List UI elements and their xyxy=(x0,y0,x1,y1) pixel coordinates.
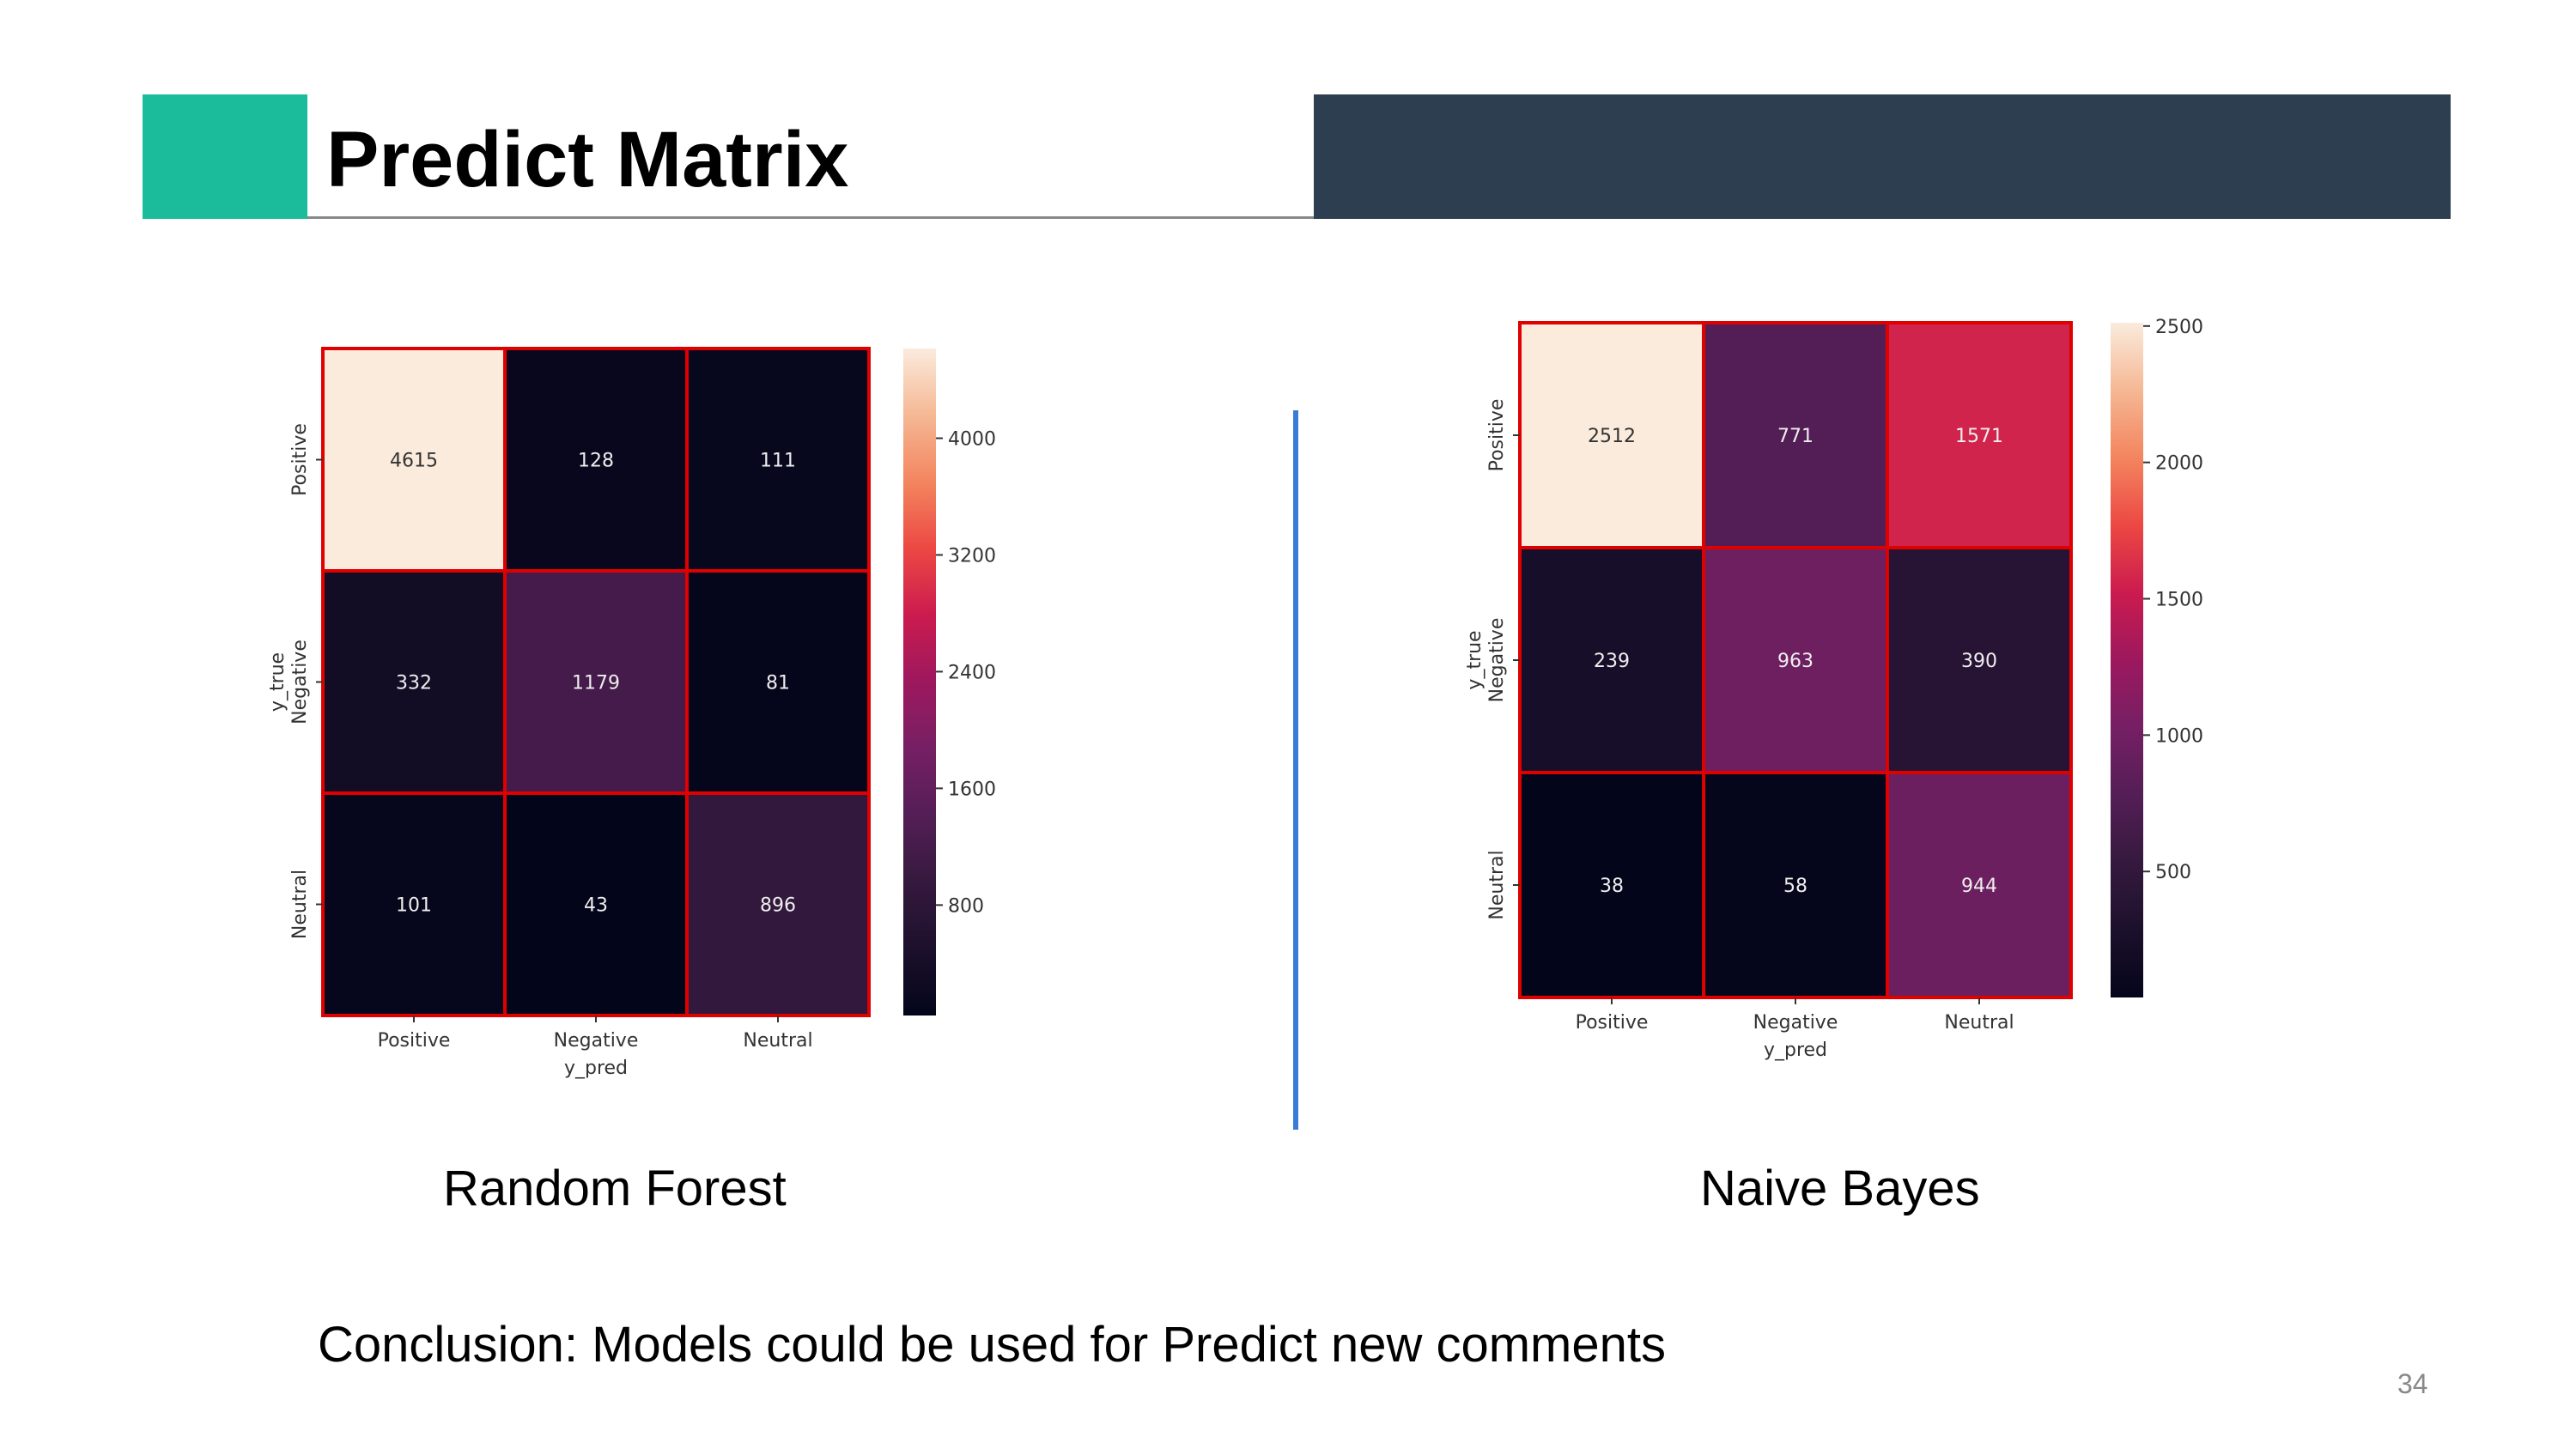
cell-value-label: 81 xyxy=(766,673,790,694)
heatmap-cell xyxy=(1886,321,2073,549)
x-tick-label: Positive xyxy=(1576,1012,1649,1034)
colorbar-tick-label: 3200 xyxy=(948,545,996,567)
colorbar-tick-label: 500 xyxy=(2155,862,2191,883)
y-axis-label: y_true xyxy=(1464,630,1485,689)
cell-value-label: 771 xyxy=(1777,426,1814,447)
cell-value-label: 1179 xyxy=(572,673,620,694)
naive-bayes-heatmap: 2512 771 1571 239 963 390 38 58 944 Positive Negat… xyxy=(1464,317,2203,1061)
heatmap-cell xyxy=(503,347,689,573)
caption-naive-bayes: Naive Bayes xyxy=(1700,1161,1980,1216)
y-tick-label: Neutral xyxy=(289,870,311,939)
caption-random-forest: Random Forest xyxy=(443,1161,787,1216)
header-dark-band xyxy=(1314,94,2451,219)
heatmap-cell xyxy=(503,791,689,1017)
cell-value-label: 896 xyxy=(760,895,796,917)
heatmap-cell xyxy=(1518,321,1705,549)
cell-value-label: 2512 xyxy=(1588,426,1636,447)
cell-value-label: 101 xyxy=(396,895,432,917)
y-tick-label: Neutral xyxy=(1486,850,1508,919)
vertical-divider xyxy=(1293,410,1298,1130)
cell-value-label: 58 xyxy=(1783,876,1807,897)
conclusion-text: Conclusion: Models could be used for Pre… xyxy=(318,1317,1666,1373)
heatmap-cell xyxy=(1886,546,2073,774)
x-tick-label: Negative xyxy=(1753,1012,1838,1034)
cell-value-label: 239 xyxy=(1594,651,1630,672)
heatmap-cell xyxy=(1702,771,1889,999)
y-axis-label: y_true xyxy=(267,652,289,712)
x-tick-label: Neutral xyxy=(1944,1012,2014,1034)
colorbar-tick-label: 2500 xyxy=(2155,317,2203,338)
x-axis-label: y_pred xyxy=(564,1058,628,1079)
heatmap-cell xyxy=(1886,771,2073,999)
colorbar-tick-label: 2400 xyxy=(948,662,996,683)
heatmap-cell xyxy=(685,569,871,795)
heatmap-cell xyxy=(1518,771,1705,999)
colorbar xyxy=(2111,323,2143,997)
colorbar-tick-label: 1500 xyxy=(2155,590,2203,611)
cell-value-label: 38 xyxy=(1600,876,1624,897)
x-tick-label: Negative xyxy=(554,1030,639,1052)
cell-value-label: 43 xyxy=(584,895,608,917)
colorbar-tick-label: 1600 xyxy=(948,779,996,800)
title-accent-block xyxy=(143,94,307,219)
y-tick-label: Negative xyxy=(289,640,311,724)
cell-value-label: 111 xyxy=(760,451,796,472)
colorbar-tick-label: 4000 xyxy=(948,429,996,451)
colorbar-tick-label: 800 xyxy=(948,895,984,917)
random-forest-heatmap: 4615 128 111 332 1179 81 101 43 896 Positive Negat… xyxy=(267,347,996,1079)
cell-value-label: 332 xyxy=(396,673,432,694)
slide-title: Predict Matrix xyxy=(326,116,849,203)
colorbar xyxy=(903,349,936,1016)
cell-value-label: 390 xyxy=(1961,651,1997,672)
x-tick-label: Positive xyxy=(378,1030,451,1052)
heatmap-cell xyxy=(685,347,871,573)
colorbar-tick-label: 2000 xyxy=(2155,453,2203,475)
cell-value-label: 963 xyxy=(1777,651,1814,672)
y-tick-label: Positive xyxy=(289,423,311,496)
cell-value-label: 1571 xyxy=(1955,426,2003,447)
x-axis-label: y_pred xyxy=(1764,1040,1827,1061)
heatmap-cell xyxy=(1518,546,1705,774)
page-number: 34 xyxy=(2397,1368,2428,1399)
cell-value-label: 4615 xyxy=(390,451,438,472)
y-tick-label: Positive xyxy=(1486,399,1508,472)
heatmap-cell xyxy=(1702,321,1889,549)
cell-value-label: 944 xyxy=(1961,876,1997,897)
colorbar-tick-label: 1000 xyxy=(2155,725,2203,747)
cell-value-label: 128 xyxy=(578,451,614,472)
heatmap-cell xyxy=(321,347,507,573)
title-underline xyxy=(307,216,1314,219)
x-tick-label: Neutral xyxy=(743,1030,812,1052)
y-tick-label: Negative xyxy=(1486,618,1508,703)
heatmap-cell xyxy=(1702,546,1889,774)
